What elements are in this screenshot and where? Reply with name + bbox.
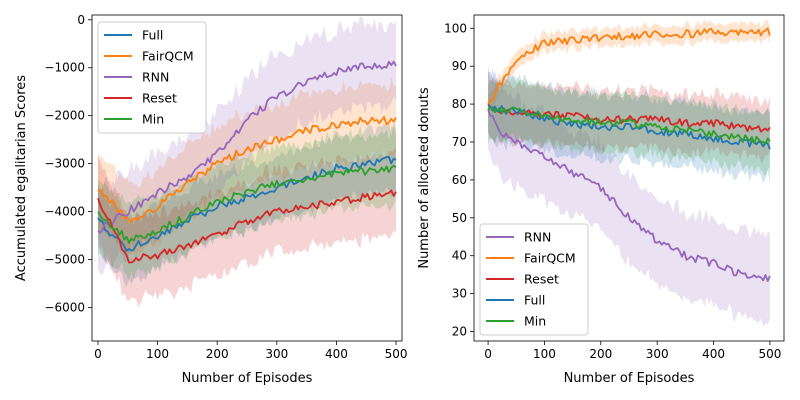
left-chart-y-tick-label: −1000 <box>44 61 85 75</box>
right-chart-x-axis-label: Number of Episodes <box>564 371 695 386</box>
right-chart-x-tick-label: 0 <box>484 347 492 361</box>
left-chart-bands <box>98 16 396 308</box>
right-chart-y-ticks: 20 30 40 50 60 70 80 90 100 <box>444 21 474 339</box>
right-chart-x-tick-label: 500 <box>758 347 781 361</box>
right-chart-panel: 0 100 200 300 400 500 20 30 40 50 60 70 80 90 100 Num… <box>417 14 785 386</box>
left-chart-x-tick-label: 200 <box>206 347 229 361</box>
left-chart-y-tick-label: −5000 <box>44 253 85 267</box>
right-chart-legend-label-fairqcm: FairQCM <box>524 251 576 266</box>
left-chart-y-tick-label: −3000 <box>44 157 85 171</box>
left-chart-band-fairqcm <box>98 76 396 258</box>
left-chart-x-axis-label: Number of Episodes <box>182 371 313 386</box>
right-chart-y-tick-label: 70 <box>452 135 467 149</box>
right-chart-y-tick-label: 60 <box>452 173 467 187</box>
left-chart-series-line-min <box>97 164 397 244</box>
left-chart-x-ticks: 0 100 200 300 400 500 <box>94 341 407 361</box>
right-chart-legend-label-rnn: RNN <box>524 230 551 245</box>
right-chart-band-min <box>488 76 770 177</box>
left-chart-series-line-rnn <box>97 60 397 234</box>
right-chart-series-line-min <box>487 106 771 145</box>
right-chart-y-tick-label: 40 <box>452 249 467 263</box>
left-chart-panel: 0 100 200 300 400 500 −6000 −5000 −4000 −3000 −20… <box>14 13 407 386</box>
left-chart-legend-label-rnn: RNN <box>142 70 169 85</box>
right-chart-x-tick-label: 200 <box>589 347 612 361</box>
left-chart-legend-label-reset: Reset <box>142 91 177 106</box>
left-chart-band-rnn <box>98 16 396 275</box>
right-chart-series-line-full <box>487 104 771 150</box>
left-chart-series-line-reset <box>97 189 397 264</box>
left-chart-legend-frame <box>97 21 207 134</box>
right-chart-axes-frame <box>473 14 785 342</box>
right-chart-x-ticks: 0 100 200 300 400 500 <box>484 341 781 361</box>
right-chart-y-axis-label: Number of allocated donuts <box>417 87 432 269</box>
right-chart-band-rnn <box>488 64 770 327</box>
right-chart-y-tick-label: 90 <box>452 59 467 73</box>
left-chart-legend-label-full: Full <box>142 28 163 43</box>
left-chart-band-reset <box>98 145 396 308</box>
left-chart-legend-label-fairqcm: FairQCM <box>142 49 194 64</box>
left-chart-legend: Full FairQCM RNN Reset Min <box>97 21 207 134</box>
left-chart-x-tick-label: 400 <box>325 347 348 361</box>
right-chart-bands <box>488 19 770 327</box>
left-chart-y-tick-label: −6000 <box>44 300 85 314</box>
left-chart-y-tick-label: −4000 <box>44 205 85 219</box>
right-chart-legend-label-min: Min <box>524 314 546 329</box>
left-chart-axes-frame <box>91 14 403 342</box>
left-chart-lines <box>97 60 397 264</box>
left-chart-band-min <box>98 125 396 282</box>
right-chart-legend: RNN FairQCM Reset Full Min <box>479 223 589 336</box>
right-chart-legend-label-reset: Reset <box>524 272 559 287</box>
right-chart-band-fairqcm <box>488 19 770 114</box>
right-chart-series-line-rnn <box>487 108 771 283</box>
right-chart-legend-frame <box>479 223 589 336</box>
right-chart-y-tick-label: 20 <box>452 325 467 339</box>
right-chart-x-tick-label: 400 <box>702 347 725 361</box>
right-chart-y-tick-label: 100 <box>444 21 467 35</box>
left-chart-legend-label-min: Min <box>142 112 164 127</box>
right-chart-y-tick-label: 30 <box>452 287 467 301</box>
right-chart-y-tick-label: 50 <box>452 211 467 225</box>
right-chart-series-line-fairqcm <box>487 27 771 105</box>
left-chart-band-full <box>98 120 396 287</box>
left-chart-series-line-full <box>97 155 397 252</box>
left-chart-y-axis-label: Accumulated egalitarian Scores <box>14 75 29 281</box>
left-chart-x-tick-label: 300 <box>265 347 288 361</box>
right-chart-x-tick-label: 100 <box>533 347 556 361</box>
left-chart-x-tick-label: 0 <box>94 347 102 361</box>
left-chart-x-tick-label: 100 <box>146 347 169 361</box>
left-chart-series-line-fairqcm <box>97 116 397 224</box>
right-chart-band-full <box>488 70 770 184</box>
right-chart-x-tick-label: 300 <box>646 347 669 361</box>
left-chart-x-tick-label: 500 <box>385 347 408 361</box>
right-chart-legend-label-full: Full <box>524 293 545 308</box>
right-chart-lines <box>487 27 771 283</box>
left-chart-y-tick-label: −2000 <box>44 109 85 123</box>
right-chart-y-tick-label: 80 <box>452 97 467 111</box>
left-chart-y-tick-label: 0 <box>77 13 85 27</box>
left-chart-y-ticks: −6000 −5000 −4000 −3000 −2000 −1000 0 <box>44 13 92 314</box>
